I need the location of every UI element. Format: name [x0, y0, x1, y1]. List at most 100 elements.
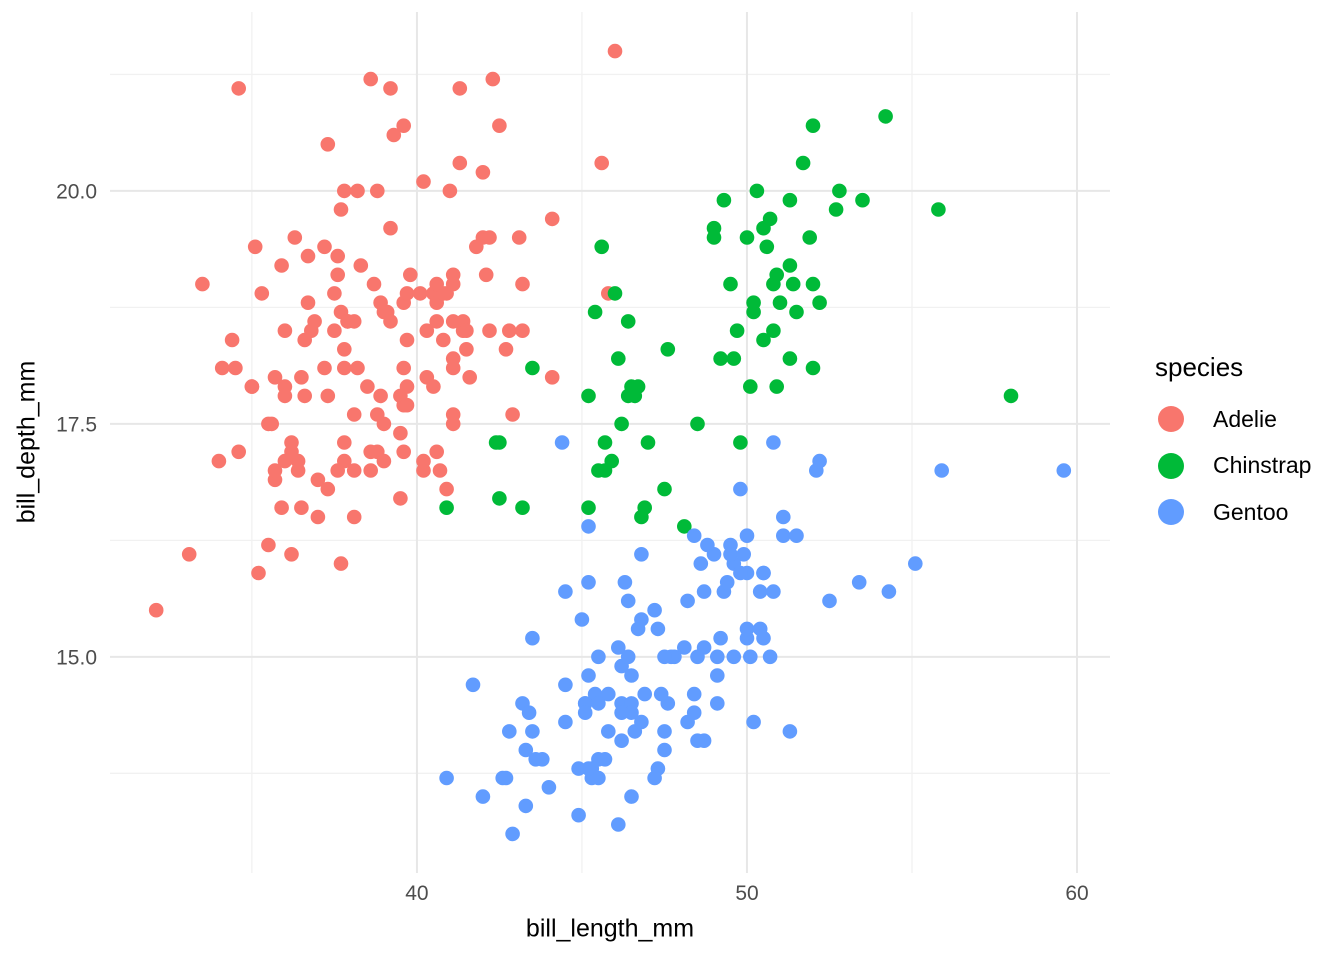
- data-point-chinstrap: [713, 351, 728, 366]
- data-point-adelie: [287, 230, 303, 245]
- data-point-gentoo: [766, 435, 781, 450]
- data-point-chinstrap: [620, 388, 636, 404]
- data-point-chinstrap: [785, 276, 801, 292]
- data-point-chinstrap: [620, 314, 636, 329]
- data-point-adelie: [399, 332, 415, 348]
- data-point-gentoo: [614, 733, 629, 748]
- data-point-adelie: [231, 81, 246, 96]
- data-point-gentoo: [518, 742, 534, 758]
- data-point-chinstrap: [855, 192, 870, 208]
- data-point-adelie: [337, 342, 352, 357]
- data-point-adelie: [320, 388, 336, 404]
- x-tick-label: 60: [1065, 882, 1088, 905]
- data-point-adelie: [317, 360, 332, 376]
- data-point-chinstrap: [581, 500, 596, 515]
- data-point-gentoo: [637, 686, 652, 702]
- data-point-gentoo: [614, 705, 629, 720]
- data-point-gentoo: [525, 724, 540, 739]
- data-point-adelie: [370, 183, 385, 199]
- data-point-gentoo: [710, 668, 725, 683]
- data-point-adelie: [327, 286, 342, 301]
- y-tick-label: 20.0: [56, 180, 97, 203]
- data-point-chinstrap: [1003, 388, 1019, 404]
- data-point-gentoo: [634, 612, 649, 627]
- data-point-adelie: [412, 286, 428, 301]
- data-point-chinstrap: [726, 351, 742, 366]
- legend-label-gentoo: Gentoo: [1213, 498, 1289, 525]
- data-point-gentoo: [502, 724, 517, 739]
- data-point-chinstrap: [611, 351, 626, 366]
- data-point-gentoo: [693, 556, 709, 571]
- data-point-chinstrap: [782, 258, 798, 273]
- data-point-adelie: [462, 370, 478, 385]
- data-point-adelie: [228, 360, 243, 376]
- data-point-gentoo: [647, 602, 662, 618]
- data-point-adelie: [353, 258, 369, 273]
- data-point-adelie: [403, 267, 418, 283]
- data-point-chinstrap: [931, 202, 946, 217]
- data-point-adelie: [274, 258, 289, 273]
- data-point-gentoo: [591, 696, 606, 711]
- data-point-gentoo: [726, 649, 742, 665]
- legend-title: species: [1155, 352, 1244, 382]
- data-point-gentoo: [756, 565, 771, 581]
- data-point-gentoo: [653, 686, 669, 702]
- data-point-chinstrap: [733, 435, 748, 450]
- data-point-chinstrap: [581, 388, 596, 404]
- x-axis-title: bill_length_mm: [525, 914, 695, 943]
- data-point-chinstrap: [772, 295, 788, 311]
- data-point-adelie: [267, 370, 283, 385]
- data-point-adelie: [284, 547, 299, 562]
- data-point-adelie: [429, 444, 445, 460]
- legend-swatch-chinstrap: [1158, 452, 1184, 479]
- data-point-chinstrap: [766, 276, 781, 292]
- data-point-gentoo: [571, 807, 586, 823]
- x-tick-label: 40: [405, 882, 428, 905]
- data-point-gentoo: [581, 575, 596, 590]
- data-point-gentoo: [733, 481, 748, 497]
- data-point-chinstrap: [802, 230, 817, 245]
- data-point-adelie: [607, 43, 623, 59]
- data-point-adelie: [445, 360, 461, 376]
- data-point-adelie: [317, 239, 332, 255]
- data-point-adelie: [419, 323, 435, 339]
- data-point-gentoo: [525, 630, 540, 646]
- data-point-adelie: [373, 388, 388, 404]
- data-point-adelie: [181, 547, 197, 562]
- data-point-adelie: [330, 267, 346, 283]
- data-point-chinstrap: [587, 304, 603, 320]
- data-point-adelie: [383, 220, 398, 236]
- data-point-adelie: [396, 444, 412, 460]
- data-point-adelie: [244, 379, 260, 394]
- data-point-chinstrap: [515, 500, 530, 515]
- data-point-gentoo: [558, 677, 573, 693]
- data-point-gentoo: [736, 547, 751, 562]
- data-point-adelie: [346, 407, 362, 422]
- data-point-gentoo: [690, 649, 705, 665]
- data-point-adelie: [452, 155, 468, 171]
- data-point-gentoo: [739, 528, 755, 543]
- data-point-adelie: [267, 463, 283, 478]
- data-point-gentoo: [541, 780, 557, 795]
- data-point-adelie: [511, 230, 527, 245]
- data-point-chinstrap: [746, 304, 761, 320]
- data-point-chinstrap: [832, 183, 847, 199]
- data-point-adelie: [261, 537, 276, 553]
- data-point-gentoo: [521, 705, 537, 720]
- data-point-adelie: [445, 314, 461, 329]
- data-point-gentoo: [739, 621, 755, 637]
- data-point-adelie: [310, 509, 326, 525]
- data-point-adelie: [333, 202, 349, 217]
- data-point-gentoo: [601, 724, 616, 739]
- legend-label-chinstrap: Chinstrap: [1213, 452, 1312, 479]
- data-point-adelie: [195, 276, 210, 292]
- data-point-adelie: [327, 323, 342, 339]
- data-point-chinstrap: [812, 295, 827, 311]
- legend: species Adelie Chinstrap Gentoo: [1155, 352, 1311, 536]
- data-point-gentoo: [634, 714, 649, 730]
- data-point-chinstrap: [766, 323, 781, 339]
- data-point-chinstrap: [706, 220, 722, 236]
- data-point-adelie: [376, 453, 392, 469]
